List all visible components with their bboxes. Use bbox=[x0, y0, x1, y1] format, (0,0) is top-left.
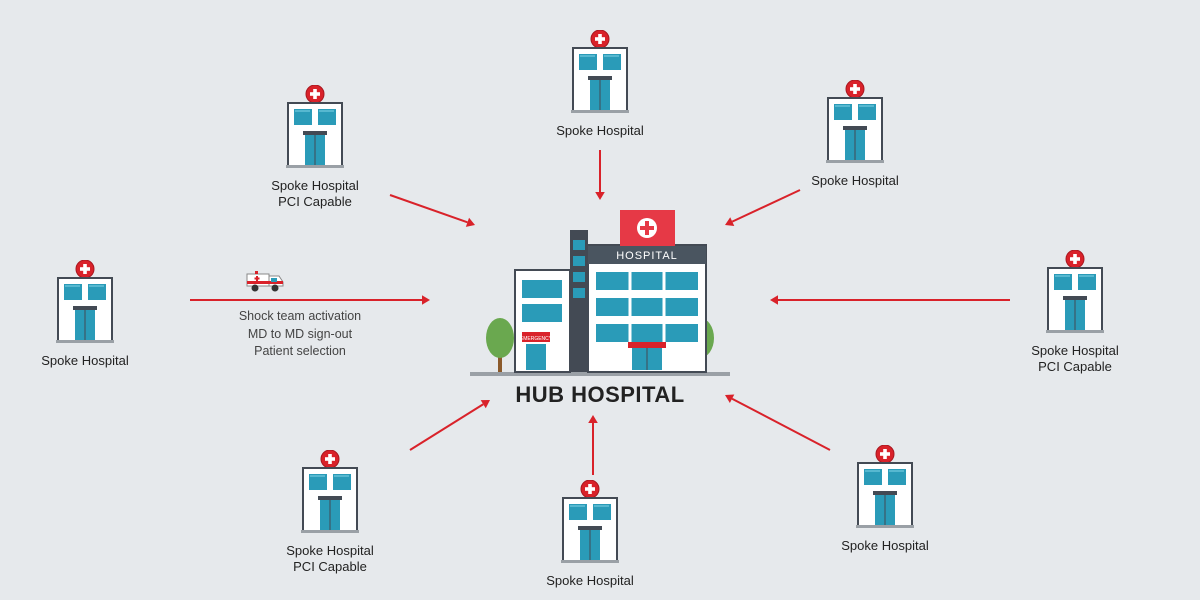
transfer-line2: MD to MD sign-out bbox=[210, 326, 390, 344]
spoke-nw: Spoke HospitalPCI Capable bbox=[255, 85, 375, 209]
spoke-label-line1: Spoke Hospital bbox=[255, 178, 375, 194]
spoke-label-line1: Spoke Hospital bbox=[540, 123, 660, 139]
spoke-hospital-icon bbox=[826, 80, 884, 164]
spoke-hospital-icon bbox=[856, 445, 914, 529]
spoke-sw: Spoke HospitalPCI Capable bbox=[270, 450, 390, 574]
spoke-se: Spoke Hospital bbox=[825, 445, 945, 554]
transfer-line3: Patient selection bbox=[210, 343, 390, 361]
spoke-label-line2: PCI Capable bbox=[1015, 359, 1135, 375]
spoke-label-ne: Spoke Hospital bbox=[795, 173, 915, 189]
spoke-hospital-icon bbox=[286, 85, 344, 169]
spoke-hospital-icon bbox=[571, 30, 629, 114]
arrow-sw bbox=[398, 388, 502, 462]
transfer-text: Shock team activation MD to MD sign-out … bbox=[210, 308, 390, 361]
spoke-label-line1: Spoke Hospital bbox=[530, 573, 650, 589]
spoke-label-line2: PCI Capable bbox=[270, 559, 390, 575]
spoke-hospital-icon bbox=[1046, 250, 1104, 334]
spoke-label-line1: Spoke Hospital bbox=[1015, 343, 1135, 359]
arrow-nw bbox=[378, 183, 487, 237]
spoke-label-line1: Spoke Hospital bbox=[270, 543, 390, 559]
spoke-label-line1: Spoke Hospital bbox=[825, 538, 945, 554]
spoke-label-n: Spoke Hospital bbox=[540, 123, 660, 139]
arrow-n bbox=[588, 138, 612, 212]
spoke-label-line2: PCI Capable bbox=[255, 194, 375, 210]
spoke-label-w: Spoke Hospital bbox=[25, 353, 145, 369]
spoke-label-e: Spoke HospitalPCI Capable bbox=[1015, 343, 1135, 374]
spoke-label-line1: Spoke Hospital bbox=[25, 353, 145, 369]
spoke-e: Spoke HospitalPCI Capable bbox=[1015, 250, 1135, 374]
spoke-s: Spoke Hospital bbox=[530, 480, 650, 589]
spoke-ne: Spoke Hospital bbox=[795, 80, 915, 189]
spoke-label-se: Spoke Hospital bbox=[825, 538, 945, 554]
hub-hospital-icon: EMERGENCY HOSPITAL bbox=[470, 190, 730, 380]
arrow-s bbox=[581, 403, 605, 487]
spoke-hospital-icon bbox=[301, 450, 359, 534]
spoke-hospital-icon bbox=[56, 260, 114, 344]
arrow-se bbox=[713, 383, 842, 462]
transfer-line1: Shock team activation bbox=[210, 308, 390, 326]
spoke-label-sw: Spoke HospitalPCI Capable bbox=[270, 543, 390, 574]
spoke-hospital-icon bbox=[561, 480, 619, 564]
hub-hospital: EMERGENCY HOSPITAL bbox=[470, 190, 730, 385]
svg-text:HOSPITAL: HOSPITAL bbox=[616, 250, 678, 262]
arrow-ne bbox=[713, 178, 812, 237]
ambulance-icon bbox=[245, 270, 285, 294]
spoke-n: Spoke Hospital bbox=[540, 30, 660, 139]
ambulance bbox=[245, 270, 285, 299]
spoke-label-s: Spoke Hospital bbox=[530, 573, 650, 589]
spoke-label-nw: Spoke HospitalPCI Capable bbox=[255, 178, 375, 209]
spoke-w: Spoke Hospital bbox=[25, 260, 145, 369]
arrow-e bbox=[758, 288, 1022, 312]
svg-text:EMERGENCY: EMERGENCY bbox=[520, 336, 553, 342]
spoke-label-line1: Spoke Hospital bbox=[795, 173, 915, 189]
